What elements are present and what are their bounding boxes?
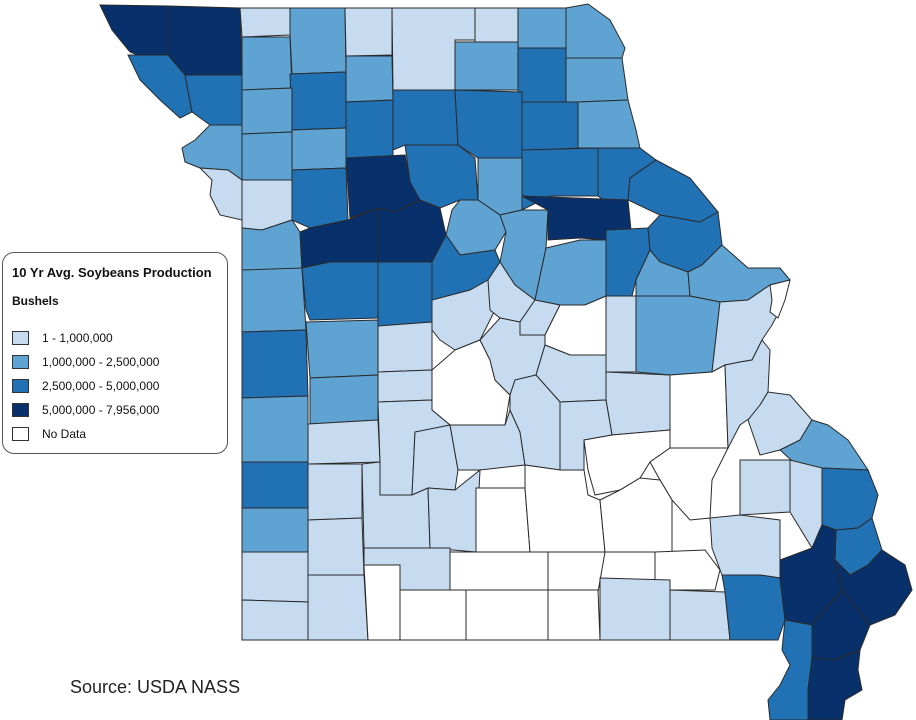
county bbox=[392, 89, 459, 151]
county bbox=[241, 507, 309, 553]
county bbox=[599, 577, 671, 641]
county bbox=[241, 267, 307, 333]
county bbox=[241, 87, 293, 135]
legend-subtitle: Bushels bbox=[12, 294, 59, 308]
legend-item: No Data bbox=[12, 426, 86, 442]
county bbox=[377, 369, 433, 403]
county bbox=[345, 99, 394, 161]
county bbox=[99, 4, 169, 61]
county bbox=[241, 599, 309, 641]
map-legend: 10 Yr Avg. Soybeans Production Bushels 1… bbox=[2, 252, 228, 454]
county bbox=[454, 89, 523, 159]
county bbox=[344, 7, 393, 57]
county bbox=[307, 463, 363, 521]
legend-item: 1,000,000 - 2,500,000 bbox=[12, 354, 159, 370]
county bbox=[241, 551, 309, 603]
county bbox=[449, 551, 549, 593]
county bbox=[454, 41, 519, 91]
county bbox=[399, 589, 467, 641]
legend-swatch bbox=[12, 427, 29, 441]
county bbox=[517, 47, 567, 103]
county bbox=[547, 551, 606, 593]
county bbox=[534, 239, 607, 306]
county bbox=[241, 461, 309, 509]
county bbox=[709, 514, 781, 579]
county bbox=[739, 459, 791, 516]
county bbox=[241, 36, 293, 91]
legend-swatch bbox=[12, 403, 29, 417]
county bbox=[411, 424, 459, 496]
county bbox=[377, 261, 433, 327]
legend-label: 5,000,000 - 7,956,000 bbox=[42, 403, 160, 417]
county bbox=[241, 395, 309, 463]
county bbox=[669, 364, 729, 449]
legend-swatch bbox=[12, 379, 29, 393]
county bbox=[599, 477, 673, 553]
county bbox=[475, 487, 531, 553]
county bbox=[565, 3, 626, 59]
county bbox=[605, 295, 637, 373]
county bbox=[241, 329, 309, 399]
county bbox=[605, 371, 671, 436]
legend-title: 10 Yr Avg. Soybeans Production bbox=[12, 265, 212, 280]
county bbox=[474, 7, 519, 46]
county bbox=[305, 319, 379, 379]
county bbox=[167, 5, 243, 76]
county bbox=[465, 589, 549, 641]
county bbox=[307, 574, 369, 641]
county bbox=[547, 589, 601, 641]
county bbox=[291, 127, 347, 171]
county bbox=[309, 374, 379, 425]
county bbox=[307, 517, 365, 576]
county bbox=[301, 261, 379, 321]
county bbox=[289, 7, 347, 75]
legend-swatch bbox=[12, 355, 29, 369]
county bbox=[184, 74, 243, 126]
county bbox=[807, 649, 863, 720]
county bbox=[521, 147, 599, 211]
county bbox=[767, 619, 813, 720]
county bbox=[565, 57, 629, 103]
county bbox=[517, 7, 567, 49]
legend-label: No Data bbox=[42, 427, 87, 441]
legend-swatch bbox=[12, 331, 29, 345]
county bbox=[521, 195, 633, 241]
county bbox=[769, 279, 791, 319]
county bbox=[239, 7, 291, 38]
county bbox=[721, 574, 786, 641]
county bbox=[198, 167, 243, 221]
legend-label: 1,000,000 - 2,500,000 bbox=[42, 355, 160, 369]
county bbox=[289, 71, 347, 131]
county bbox=[577, 99, 641, 149]
county bbox=[377, 321, 433, 373]
county bbox=[649, 447, 729, 521]
legend-item: 5,000,000 - 7,956,000 bbox=[12, 402, 159, 418]
county bbox=[635, 295, 721, 376]
source-caption: Source: USDA NASS bbox=[70, 677, 241, 697]
county bbox=[345, 55, 394, 103]
county bbox=[291, 167, 349, 229]
county bbox=[363, 564, 401, 641]
county bbox=[241, 131, 293, 181]
legend-item: 1 - 1,000,000 bbox=[12, 330, 113, 346]
county bbox=[127, 54, 193, 119]
legend-label: 1 - 1,000,000 bbox=[42, 331, 113, 345]
county bbox=[669, 589, 731, 641]
legend-item: 2,500,000 - 5,000,000 bbox=[12, 378, 159, 394]
county bbox=[307, 419, 381, 465]
legend-label: 2,500,000 - 5,000,000 bbox=[42, 379, 160, 393]
county bbox=[583, 429, 671, 496]
